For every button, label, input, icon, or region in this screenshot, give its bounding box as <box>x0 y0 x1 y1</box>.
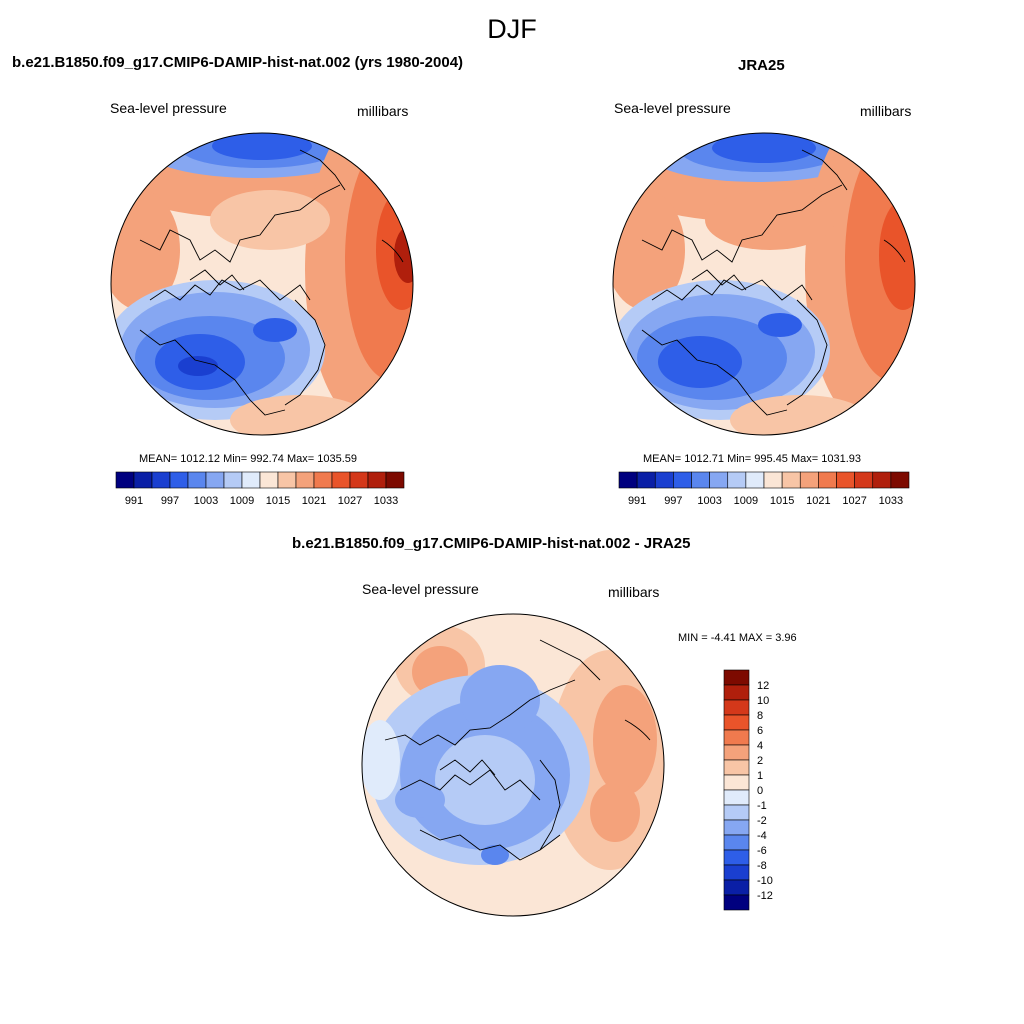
panel3-title: b.e21.B1850.f09_g17.CMIP6-DAMIP-hist-nat… <box>292 535 691 552</box>
panel3-colorbar-tick-label: 8 <box>757 710 763 722</box>
panel1-title: b.e21.B1850.f09_g17.CMIP6-DAMIP-hist-nat… <box>12 54 464 71</box>
panel2-colorbar-swatch <box>618 471 638 489</box>
panel3-colorbar-swatch <box>723 864 750 881</box>
panel2-colorbar-swatch <box>654 471 674 489</box>
panel1-stats: MEAN= 1012.12 Min= 992.74 Max= 1035.59 <box>139 453 358 465</box>
panel1-colorbar-swatch <box>349 471 369 489</box>
panel2-colorbar-tick-label: 997 <box>664 495 682 507</box>
panel3-colorbar-swatch <box>723 744 750 761</box>
panel3-colorbar-swatch <box>723 804 750 821</box>
panel2-colorbar-swatch <box>691 471 710 489</box>
panel3-colorbar-swatch <box>723 819 750 836</box>
panel2-map <box>612 132 916 436</box>
panel1-colorbar-swatch <box>133 471 153 489</box>
panel1-colorbar-tick-label: 1033 <box>374 495 398 507</box>
panel3-colorbar-tick-label: -6 <box>757 845 767 857</box>
panel1-colorbar-swatch <box>187 471 207 489</box>
panel1-colorbar-tick-label: 991 <box>125 495 143 507</box>
panel2-colorbar-swatch <box>854 471 874 489</box>
panel3-colorbar-swatch <box>723 879 750 896</box>
panel3-colorbar-tick-label: -1 <box>757 800 767 812</box>
panel3-colorbar-swatch <box>723 759 750 776</box>
panel2-colorbar-swatch <box>818 471 837 489</box>
panel2-colorbar-swatch <box>763 471 783 489</box>
panel1-colorbar-swatch <box>115 471 135 489</box>
panel2-colorbar-swatch <box>636 471 656 489</box>
panel1-colorbar-swatch <box>367 471 387 489</box>
panel1-colorbar-swatch <box>205 471 225 489</box>
panel3-colorbar-tick-label: 0 <box>757 785 763 797</box>
panel1-colorbar-swatch <box>169 471 189 489</box>
panel2-colorbar-tick-label: 1009 <box>734 495 758 507</box>
panel1-variable-label: Sea-level pressure <box>110 100 227 116</box>
panel1-colorbar-tick-label: 1009 <box>230 495 254 507</box>
panel2-colorbar-swatch <box>799 471 819 489</box>
panel2-colorbar-swatch <box>781 471 801 489</box>
panel3-colorbar-swatch <box>723 699 750 716</box>
panel2-title: JRA25 <box>738 57 785 74</box>
panel2-colorbar-swatch <box>745 471 765 489</box>
panel1-colorbar-swatch <box>331 471 351 489</box>
panel3-colorbar-tick-label: 4 <box>757 740 763 752</box>
panel1-colorbar-tick-label: 1027 <box>338 495 362 507</box>
panel3-colorbar-swatch <box>723 789 750 806</box>
panel2-colorbar-tick-label: 991 <box>628 495 646 507</box>
panel1-colorbar-swatch <box>385 471 405 489</box>
panel2-colorbar-swatch <box>836 471 855 489</box>
panel3-colorbar-tick-label: 10 <box>757 695 769 707</box>
panel2-colorbar-tick-label: 1027 <box>842 495 866 507</box>
panel2-colorbar-tick-label: 1021 <box>806 495 830 507</box>
panel3-colorbar-swatch <box>723 894 750 911</box>
panel3-colorbar-swatch <box>723 834 750 851</box>
panel3-units-label: millibars <box>608 584 660 600</box>
panel2-units-label: millibars <box>860 103 912 119</box>
panel3-colorbar-swatch <box>723 774 750 791</box>
panel3-colorbar-tick-label: -10 <box>757 875 773 887</box>
panel3-colorbar-swatch <box>723 849 750 866</box>
panel1-colorbar-tick-label: 1003 <box>194 495 218 507</box>
panel2-colorbar-swatch <box>890 471 910 489</box>
panel2-variable-label: Sea-level pressure <box>614 100 731 116</box>
panel3-colorbar-tick-label: 12 <box>757 680 769 692</box>
panel3-colorbar-tick-label: -4 <box>757 830 767 842</box>
panel3-colorbar-tick-label: 6 <box>757 725 763 737</box>
panel1-units-label: millibars <box>357 103 409 119</box>
panel3-colorbar-tick-label: -8 <box>757 860 767 872</box>
panel1-colorbar-swatch <box>313 471 333 489</box>
panel2-colorbar-swatch <box>872 471 892 489</box>
panel2-colorbar-swatch <box>673 471 692 489</box>
panel3-colorbar-swatch <box>723 714 750 731</box>
panel3-stats: MIN = -4.41 MAX = 3.96 <box>678 632 797 644</box>
panel3-map <box>361 613 665 917</box>
panel1-colorbar-tick-label: 997 <box>161 495 179 507</box>
panel2-colorbar-swatch <box>727 471 747 489</box>
panel1-colorbar-swatch <box>151 471 171 489</box>
panel1-colorbar-swatch <box>223 471 243 489</box>
panel1-colorbar-swatch <box>277 471 297 489</box>
panel2-colorbar: 991 997 1003 1009 1015 1021 1027 1033 <box>618 471 910 507</box>
panel3-colorbar-tick-label: -12 <box>757 890 773 902</box>
panel1-map <box>110 132 414 436</box>
panel2-colorbar-tick-label: 1015 <box>770 495 794 507</box>
panel1-colorbar-swatch <box>259 471 279 489</box>
panel2-colorbar-swatch <box>709 471 729 489</box>
panel2-colorbar-tick-label: 1033 <box>879 495 903 507</box>
panel3-colorbar-tick-label: 1 <box>757 770 763 782</box>
panel1-colorbar-tick-label: 1015 <box>266 495 290 507</box>
panel3-colorbar-tick-label: -2 <box>757 815 767 827</box>
panel3-colorbar-swatch <box>723 669 750 686</box>
panel3-colorbar-swatch <box>723 684 750 701</box>
panel1-colorbar-swatch <box>295 471 315 489</box>
figure-title: DJF <box>487 14 537 44</box>
panel1-colorbar-swatch <box>241 471 261 489</box>
panel2-colorbar-tick-label: 1003 <box>697 495 721 507</box>
panel2-stats: MEAN= 1012.71 Min= 995.45 Max= 1031.93 <box>643 453 862 465</box>
panel3-variable-label: Sea-level pressure <box>362 581 479 597</box>
panel3-colorbar-tick-label: 2 <box>757 755 763 767</box>
panel3-colorbar-swatch <box>723 729 750 746</box>
panel1-colorbar-tick-label: 1021 <box>302 495 326 507</box>
panel1-colorbar: 991 997 1003 1009 1015 1021 1027 1033 <box>115 471 405 507</box>
